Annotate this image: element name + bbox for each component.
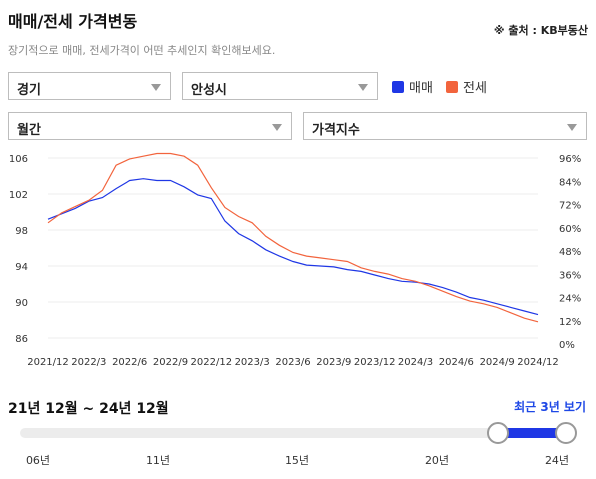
range-slider-start-handle[interactable] bbox=[487, 422, 509, 444]
y-left-tick-label: 86 bbox=[15, 334, 28, 345]
metric-select-value: 가격지수 bbox=[312, 123, 360, 138]
y-right-tick-label: 72% bbox=[559, 201, 581, 212]
y-right-tick-label: 0% bbox=[559, 340, 575, 351]
region-select-value: 경기 bbox=[17, 83, 41, 98]
page-subtitle: 장기적으로 매매, 전세가격이 어떤 추세인지 확인해보세요. bbox=[8, 44, 276, 57]
slider-tick-label: 06년 bbox=[25, 454, 51, 467]
date-range-label: 21년 12월 ~ 24년 12월 bbox=[8, 401, 169, 417]
x-tick-label: 2022/3 bbox=[71, 357, 106, 368]
jeonse-swatch-icon bbox=[446, 80, 458, 93]
jeonse-series-line bbox=[47, 152, 539, 323]
chevron-down-icon bbox=[567, 124, 577, 131]
y-left-tick-label: 94 bbox=[15, 262, 28, 273]
y-left-tick-label: 102 bbox=[9, 190, 28, 201]
chevron-down-icon bbox=[358, 84, 368, 91]
y-right-tick-label: 24% bbox=[559, 294, 581, 305]
chevron-down-icon bbox=[151, 84, 161, 91]
region-select[interactable]: 경기 bbox=[8, 72, 171, 100]
range-slider-track[interactable] bbox=[20, 428, 576, 438]
slider-tick-label: 11년 bbox=[145, 454, 171, 467]
x-tick-label: 2023/3 bbox=[235, 357, 270, 368]
y-right-tick-label: 96% bbox=[559, 154, 581, 165]
period-select-value: 월간 bbox=[17, 123, 41, 138]
sale-swatch-icon bbox=[392, 80, 404, 93]
legend-label-jeonse: 전세 bbox=[463, 81, 487, 96]
price-chart: 106 102 98 94 90 86 96% 84% 72% 60% 48% 36% 24% 12% 0%… bbox=[9, 152, 581, 368]
slider-tick-label: 24년 bbox=[544, 454, 570, 467]
x-tick-label: 2022/12 bbox=[191, 357, 233, 368]
y-left-tick-label: 106 bbox=[9, 154, 28, 165]
slider-tick-label: 15년 bbox=[284, 454, 310, 467]
legend-item-jeonse[interactable]: 전세 bbox=[446, 77, 487, 96]
y-right-tick-label: 60% bbox=[559, 224, 581, 235]
page-title: 매매/전세 가격변동 bbox=[8, 12, 138, 31]
y-right-tick-label: 12% bbox=[559, 317, 581, 328]
chevron-down-icon bbox=[272, 124, 282, 131]
x-tick-label: 2021/12 bbox=[27, 357, 69, 368]
x-tick-label: 2023/6 bbox=[275, 357, 310, 368]
x-tick-label: 2024/9 bbox=[480, 357, 515, 368]
slider-tick-label: 20년 bbox=[424, 454, 450, 467]
x-tick-label: 2024/12 bbox=[517, 357, 559, 368]
x-tick-label: 2023/9 bbox=[316, 357, 351, 368]
city-select-value: 안성시 bbox=[191, 83, 227, 98]
y-left-tick-label: 98 bbox=[15, 226, 28, 237]
period-select[interactable]: 월간 bbox=[8, 112, 292, 140]
x-tick-label: 2024/6 bbox=[439, 357, 474, 368]
sale-series-line bbox=[47, 178, 539, 316]
y-right-tick-label: 36% bbox=[559, 270, 581, 281]
y-left-tick-label: 90 bbox=[15, 298, 28, 309]
range-slider-end-handle[interactable] bbox=[555, 422, 577, 444]
x-tick-label: 2023/12 bbox=[354, 357, 396, 368]
source-label: ※ 출처 : KB부동산 bbox=[493, 24, 588, 37]
x-tick-label: 2022/6 bbox=[112, 357, 147, 368]
range-slider-selection bbox=[499, 428, 566, 438]
recent-3-years-button[interactable]: 최근 3년 보기 bbox=[514, 400, 586, 414]
metric-select[interactable]: 가격지수 bbox=[303, 112, 587, 140]
y-right-tick-label: 84% bbox=[559, 177, 581, 188]
y-right-tick-label: 48% bbox=[559, 247, 581, 258]
x-tick-label: 2022/9 bbox=[153, 357, 188, 368]
x-tick-label: 2024/3 bbox=[398, 357, 433, 368]
legend-item-sale[interactable]: 매매 bbox=[392, 77, 433, 96]
legend-label-sale: 매매 bbox=[409, 81, 433, 96]
city-select[interactable]: 안성시 bbox=[182, 72, 378, 100]
